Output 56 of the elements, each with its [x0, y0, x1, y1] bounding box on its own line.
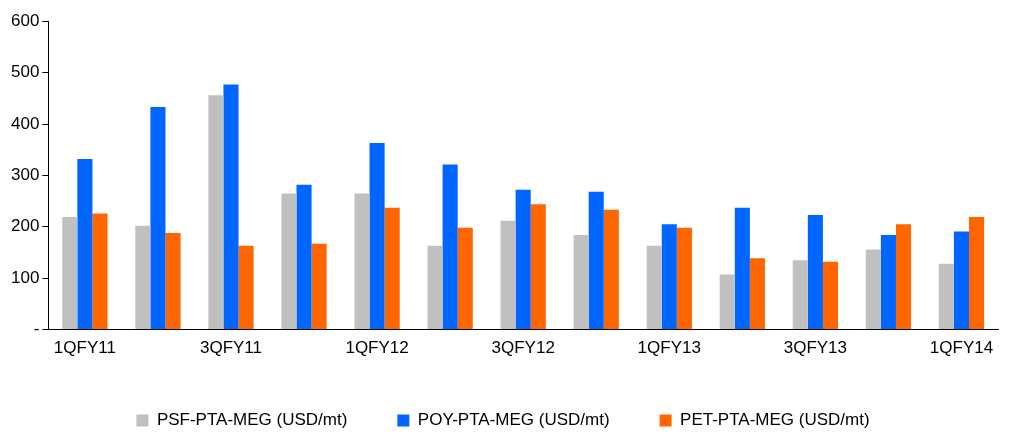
- bar: [953, 231, 970, 330]
- x-tick-label: 1QFY12: [345, 338, 409, 358]
- bar: [135, 225, 151, 330]
- y-tick-label: 500: [10, 62, 40, 82]
- bar: [427, 245, 443, 330]
- bar: [807, 214, 823, 330]
- y-tick-label: 300: [10, 165, 40, 185]
- bar: [165, 232, 181, 330]
- x-tick-label: 1QFY14: [929, 338, 994, 358]
- bar: [822, 261, 839, 330]
- bar: [719, 274, 735, 330]
- y-tick-label: 100: [10, 267, 40, 287]
- x-tick-label: 1QFY13: [637, 338, 701, 358]
- bar: [208, 95, 224, 330]
- bar: [734, 207, 750, 330]
- bar: [880, 235, 896, 330]
- legend-label: PET-PTA-MEG (USD/mt): [680, 410, 870, 430]
- bar: [530, 204, 546, 330]
- bar: [588, 191, 604, 330]
- y-tick-label: 400: [10, 113, 40, 133]
- bar: [150, 107, 166, 330]
- bar: [223, 84, 239, 330]
- bar: [369, 143, 385, 330]
- bar: [969, 217, 985, 330]
- x-tick-label: 3QFY11: [199, 338, 263, 358]
- bar: [895, 224, 912, 330]
- bar: [62, 217, 78, 330]
- bar: [792, 260, 808, 330]
- bar: [676, 227, 692, 330]
- bar: [515, 189, 531, 330]
- y-tick-label: -: [33, 319, 40, 339]
- y-tick-label: 600: [10, 10, 40, 30]
- bar: [865, 249, 881, 330]
- bar: [354, 193, 370, 330]
- bar: [646, 245, 662, 330]
- bar: [500, 220, 516, 330]
- bar: [442, 164, 458, 330]
- x-tick-label: 1QFY11: [53, 338, 116, 358]
- bar: [661, 224, 677, 330]
- x-tick-label: 3QFY12: [491, 338, 555, 358]
- bar: [603, 209, 619, 330]
- x-tick-label: 3QFY13: [783, 338, 848, 358]
- bar: [457, 227, 473, 330]
- legend-label: POY-PTA-MEG (USD/mt): [417, 410, 610, 430]
- bar: [296, 184, 312, 330]
- bar: [92, 213, 108, 330]
- bar: [77, 158, 93, 330]
- bar: [573, 235, 589, 330]
- legend-label: PSF-PTA-MEG (USD/mt): [156, 410, 348, 430]
- bar: [281, 193, 297, 330]
- y-tick-label: 200: [10, 216, 40, 236]
- bar: [938, 263, 954, 330]
- bar: [749, 258, 765, 330]
- bar: [238, 245, 254, 330]
- bar: [311, 243, 327, 330]
- bar: [384, 207, 400, 330]
